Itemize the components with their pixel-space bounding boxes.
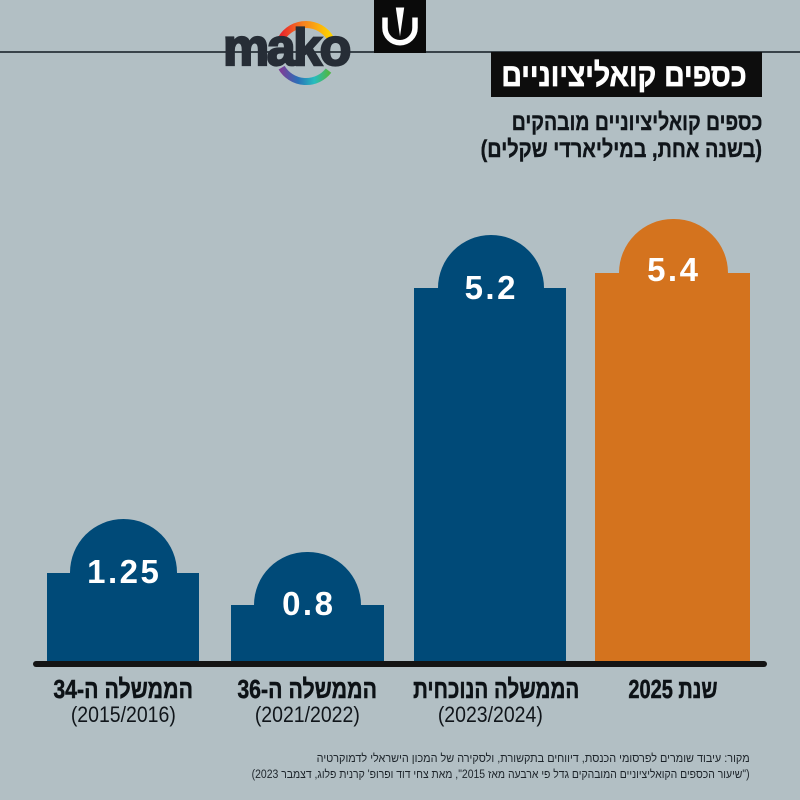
svg-text:mako: mako [223, 19, 350, 77]
